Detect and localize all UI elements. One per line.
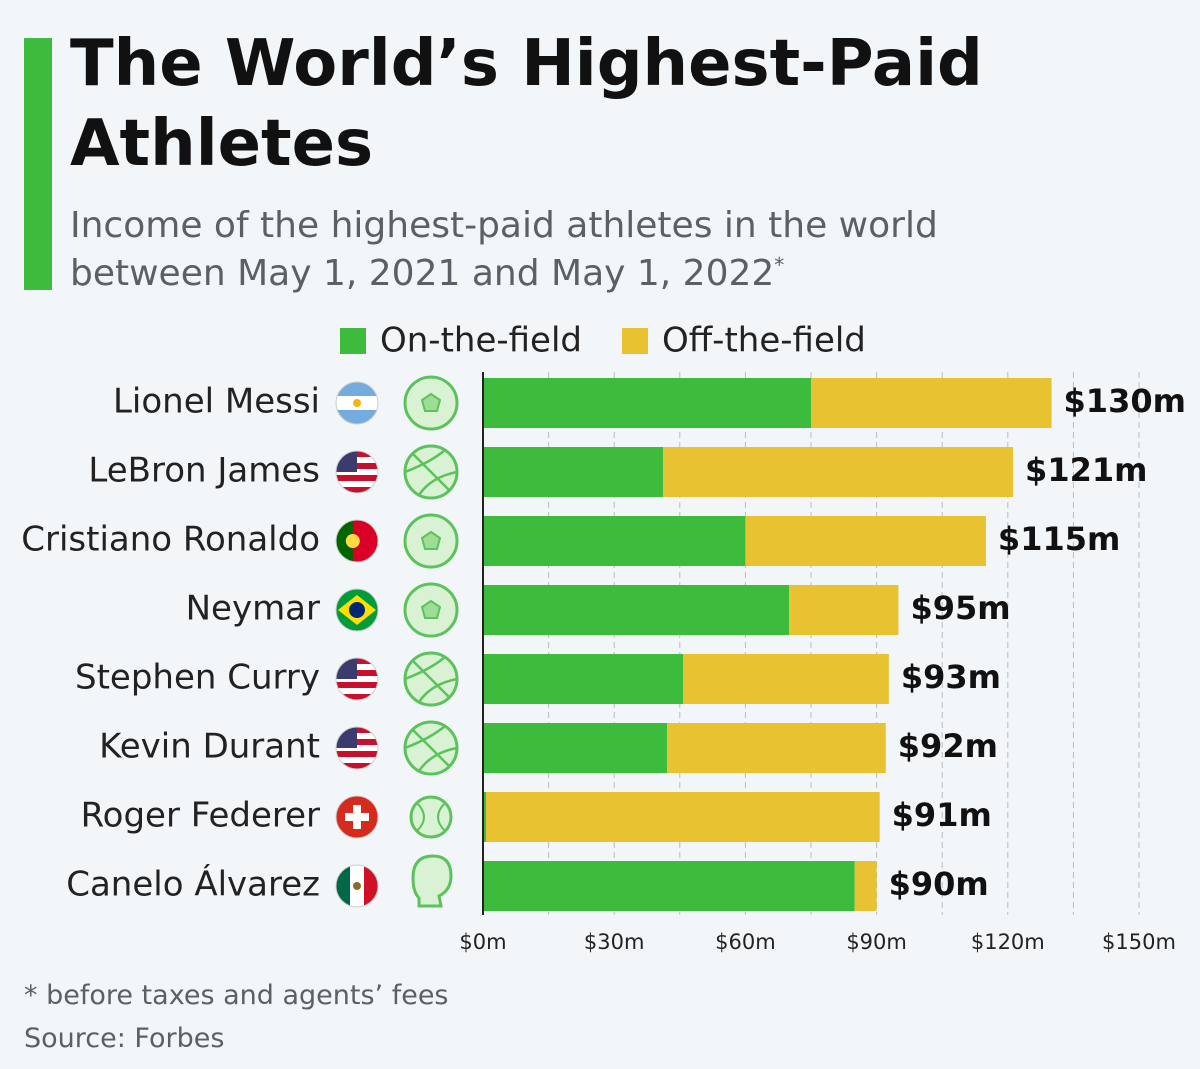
y-tick-label: Canelo Álvarez [66,864,320,905]
x-tick-label: $0m [459,930,506,954]
y-tick-label: Roger Federer [81,796,320,836]
x-tick-label: $150m [1102,930,1176,954]
subtitle-note: * [774,253,785,277]
bar-segment [663,447,1014,497]
flag-part [336,520,353,562]
flag-part [336,481,378,487]
flag-part [336,763,378,769]
flag-part [336,757,378,763]
flag-part [336,751,378,757]
legend-label: On-the-field [380,321,582,361]
flag-part [336,688,378,694]
legend-swatch [340,328,366,354]
sport-icon-detail [404,656,458,703]
footnote: * before taxes and agents’ fees [24,980,449,1011]
y-tick-label: Neymar [186,589,320,629]
chart-subtitle-block: Income of the highest-paid athletes in t… [70,202,990,298]
y-tick-label: Stephen Curry [75,658,320,698]
flag-part [336,865,350,907]
flag-part [336,475,378,481]
bar-segment [483,447,664,497]
sport-icon-detail [404,725,458,772]
flag [336,796,378,838]
flag-part [336,694,378,700]
sport-icon-detail [420,599,442,619]
flag-part [345,813,369,821]
y-tick-label: LeBron James [88,451,320,491]
chart-title: The World’s Highest-Paid Athletes [70,27,983,181]
sport-icon-detail [416,802,446,832]
y-tick-label: Cristiano Ronaldo [21,520,320,560]
flag-rim [335,795,379,839]
flag-part [353,399,361,407]
sport-icon-detail [420,392,442,412]
bar-segment [486,792,880,842]
y-tick-label: Kevin Durant [99,727,320,767]
x-tick-label: $60m [715,930,776,954]
value-label: $93m [901,658,1001,696]
bar-segment [483,516,746,566]
flag-rim [335,657,379,701]
value-label: $91m [892,796,992,834]
bar-segment [789,585,899,635]
flag [336,589,378,631]
flag-rim [335,450,379,494]
flag-part [364,865,378,907]
bar-segment [483,585,790,635]
sport-icon-detail [420,530,442,550]
legend-swatch [622,328,648,354]
x-tick-label: $30m [584,930,645,954]
bar-segment [745,516,986,566]
flag-rim [335,588,379,632]
bar-segment [811,378,1052,428]
flag-rim [335,519,379,563]
y-tick-label: Lionel Messi [113,382,320,422]
sport-icon [411,854,453,908]
value-label: $130m [1064,382,1186,420]
flag [336,520,378,562]
bar-segment [483,654,684,704]
flag [336,865,378,907]
x-tick-label: $120m [971,930,1045,954]
bar-segment [667,723,886,773]
value-label: $92m [898,727,998,765]
chart-subtitle: Income of the highest-paid athletes in t… [70,205,938,294]
bar-segment [483,723,668,773]
flag-part [345,534,360,548]
value-label: $90m [889,865,989,903]
flag-part [336,682,378,688]
flag-part [353,882,361,890]
accent-bar [24,38,52,290]
bar-segment [483,792,487,842]
value-label: $115m [998,520,1120,558]
value-label: $121m [1025,451,1147,489]
legend-label: Off-the-field [662,321,866,361]
x-tick-label: $90m [846,930,907,954]
bar-segment [483,861,855,911]
value-label: $95m [910,589,1010,627]
sport-icon-detail [404,449,458,496]
flag [336,382,378,424]
bar-segment [483,378,811,428]
bar-segment [683,654,889,704]
flag-rim [335,726,379,770]
source: Source: Forbes [24,1023,225,1054]
flag-part [349,602,365,618]
flag-rim [335,864,379,908]
bar-segment [854,861,877,911]
flag-part [336,487,378,493]
flag-rim [335,381,379,425]
